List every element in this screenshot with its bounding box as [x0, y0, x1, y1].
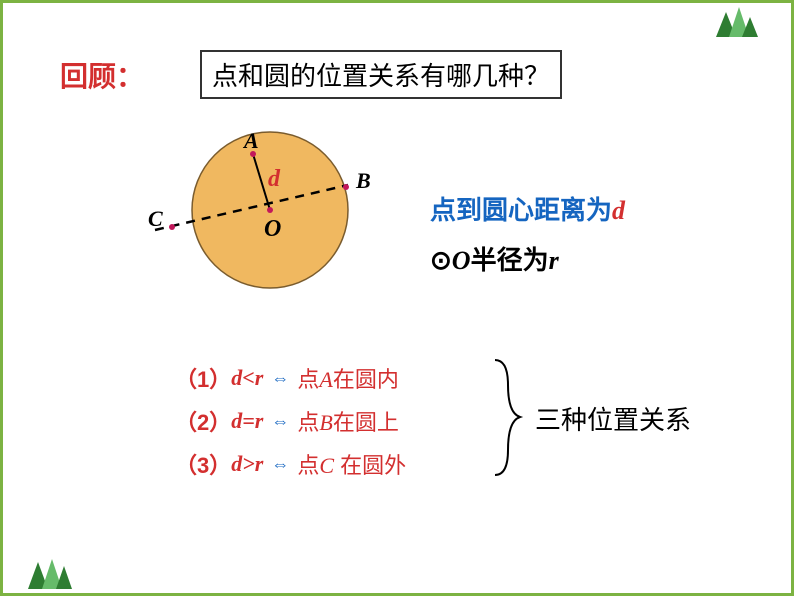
rel3-cond: d>r — [231, 451, 263, 477]
rel3-result: 点C 在圆外 — [297, 448, 406, 480]
rel2-result: 点B在圆上 — [297, 405, 398, 437]
label-C: C — [148, 206, 163, 231]
circle-diagram: A B C O d — [140, 130, 380, 310]
rel1-arrow: ⇔ — [271, 368, 289, 389]
radius-label: ⊙O半径为r — [430, 240, 559, 277]
trees-bottom-left — [20, 554, 80, 594]
rel1-result: 点A在圆内 — [297, 362, 398, 394]
distance-d: d — [612, 196, 625, 225]
summary-text: 三种位置关系 — [535, 400, 691, 437]
rel1-cond: d<r — [231, 365, 263, 391]
question-text: 点和圆的位置关系有哪几种？ — [212, 61, 550, 91]
distance-prefix: 点到圆心距离为 — [430, 195, 612, 225]
label-A: A — [242, 130, 259, 153]
relation-3: （3） d>r ⇔ 点C 在圆外 — [175, 448, 406, 480]
rel3-arrow: ⇔ — [271, 454, 289, 475]
trees-top-right — [704, 2, 764, 42]
brace-icon — [490, 355, 530, 480]
point-B — [343, 184, 349, 190]
review-label: 回顾： — [60, 55, 144, 95]
label-d: d — [268, 166, 281, 192]
point-C — [169, 224, 175, 230]
circle-symbol: ⊙ — [430, 245, 452, 275]
question-box: 点和圆的位置关系有哪几种？ — [200, 50, 562, 99]
distance-label: 点到圆心距离为d — [430, 190, 625, 227]
rel2-arrow: ⇔ — [271, 411, 289, 432]
radius-O: O — [452, 246, 471, 275]
radius-r: r — [549, 246, 559, 275]
label-B: B — [355, 168, 371, 193]
rel3-num: （3） — [175, 448, 231, 480]
point-O — [267, 207, 273, 213]
relation-1: （1） d<r ⇔ 点A在圆内 — [175, 362, 399, 394]
rel2-num: （2） — [175, 405, 231, 437]
rel2-cond: d=r — [231, 408, 263, 434]
relation-2: （2） d=r ⇔ 点B在圆上 — [175, 405, 399, 437]
rel1-num: （1） — [175, 362, 231, 394]
label-O: O — [264, 216, 281, 242]
radius-mid: 半径为 — [471, 245, 549, 275]
